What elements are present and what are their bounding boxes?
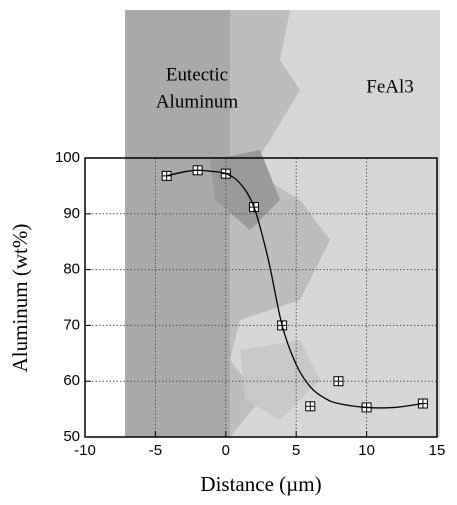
y-tick-label: 80 bbox=[63, 261, 80, 278]
micrograph bbox=[125, 10, 440, 437]
x-axis-label: Distance (µm) bbox=[200, 472, 321, 496]
y-tick-label: 90 bbox=[63, 205, 80, 222]
x-tick-label: 10 bbox=[358, 442, 375, 459]
light-phase bbox=[240, 340, 320, 420]
annotation: Eutectic bbox=[166, 64, 228, 85]
eutectic-region bbox=[125, 10, 230, 437]
marker bbox=[305, 401, 316, 412]
annotation: Aluminum bbox=[156, 91, 239, 112]
plot-frame bbox=[84, 157, 438, 438]
x-tick-label: 0 bbox=[222, 442, 230, 459]
x-tick-label: 15 bbox=[429, 442, 446, 459]
y-axis-label: Aluminum (wt%) bbox=[8, 224, 32, 373]
y-tick-label: 100 bbox=[55, 149, 80, 166]
fit-line bbox=[166, 169, 424, 409]
annotation: FeAl3 bbox=[366, 76, 414, 97]
x-tick-label: -5 bbox=[149, 442, 162, 459]
marker bbox=[333, 376, 344, 387]
y-tick-label: 50 bbox=[63, 428, 80, 445]
x-tick-label: 5 bbox=[292, 442, 300, 459]
x-tick-label: -10 bbox=[74, 442, 96, 459]
phase-boundary bbox=[230, 10, 330, 437]
y-tick-label: 60 bbox=[63, 372, 80, 389]
y-tick-label: 70 bbox=[63, 316, 80, 333]
